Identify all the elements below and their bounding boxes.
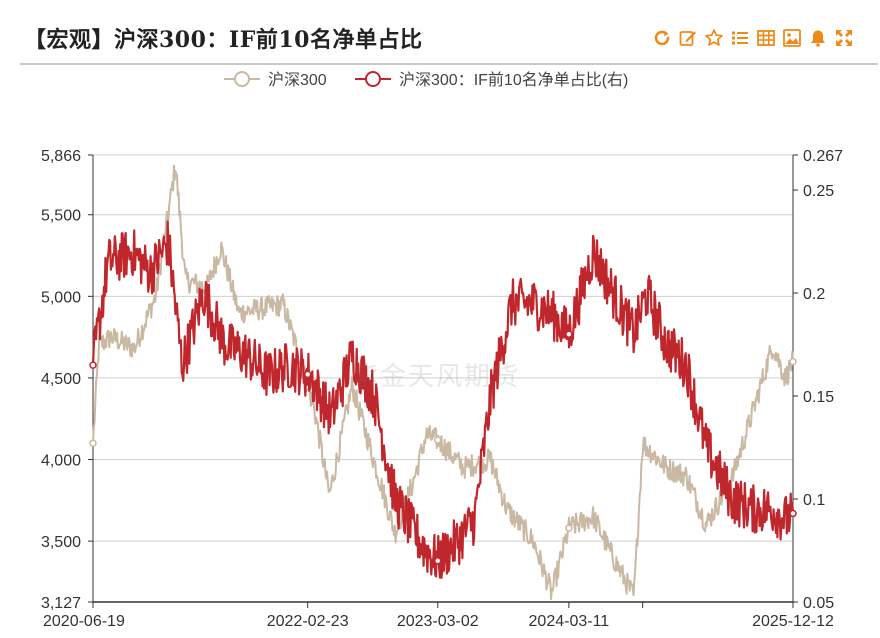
series-point-1 bbox=[434, 557, 442, 565]
y-right-tick-label: 0.1 bbox=[803, 492, 825, 509]
y-left-tick-label: 4,000 bbox=[41, 453, 81, 470]
x-tick-label: 2023-03-02 bbox=[397, 613, 479, 630]
list-icon[interactable] bbox=[730, 28, 750, 48]
x-tick-label: 2020-06-19 bbox=[43, 613, 125, 630]
series-point-1 bbox=[789, 509, 797, 518]
table-icon[interactable] bbox=[756, 28, 776, 48]
series-point-1 bbox=[89, 361, 97, 369]
legend-marker-0 bbox=[234, 71, 250, 87]
y-left-tick-label: 4,500 bbox=[41, 371, 81, 388]
page-title: 【宏观】沪深300：IF前10名净单占比 bbox=[24, 27, 423, 53]
series-point-1 bbox=[303, 370, 312, 379]
chart-header: 【宏观】沪深300：IF前10名净单占比 bbox=[0, 0, 880, 64]
y-right-tick-label: 0.2 bbox=[803, 286, 825, 303]
bell-icon[interactable] bbox=[808, 28, 828, 48]
refresh-icon[interactable] bbox=[652, 28, 672, 48]
y-right-tick-label: 0.267 bbox=[803, 148, 843, 165]
series-line-0 bbox=[92, 164, 794, 600]
image-icon[interactable] bbox=[782, 28, 802, 48]
legend-label: 沪深300：IF前10名净单占比(右) bbox=[399, 71, 628, 89]
series-point-0 bbox=[434, 436, 442, 444]
header-divider bbox=[20, 63, 878, 65]
y-right-tick-label: 0.15 bbox=[803, 389, 834, 406]
chart-toolbar bbox=[652, 28, 854, 48]
edit-icon[interactable] bbox=[678, 28, 698, 48]
y-left-tick-label: 5,000 bbox=[41, 289, 81, 306]
y-left-tick-label: 5,500 bbox=[41, 208, 81, 225]
series-point-1 bbox=[565, 330, 573, 338]
series-point-0 bbox=[789, 357, 797, 366]
y-left-tick-label: 3,500 bbox=[41, 534, 81, 551]
series-point-0 bbox=[565, 524, 573, 532]
y-right-tick-label: 0.25 bbox=[803, 183, 834, 200]
legend-label: 沪深300 bbox=[268, 71, 327, 89]
y-right-tick-label: 0.05 bbox=[803, 595, 834, 612]
star-icon[interactable] bbox=[704, 28, 724, 48]
y-left-tick-label: 5,866 bbox=[41, 148, 81, 165]
fullscreen-icon[interactable] bbox=[834, 28, 854, 48]
legend-marker-1 bbox=[365, 71, 381, 87]
series-point-0 bbox=[89, 439, 97, 447]
x-tick-label: 2025-12-12 bbox=[752, 613, 834, 630]
x-tick-label: 2024-03-11 bbox=[529, 613, 610, 630]
series-line-1 bbox=[91, 220, 795, 579]
y-left-tick-label: 3,127 bbox=[41, 595, 81, 612]
x-tick-label: 2022-02-23 bbox=[267, 613, 349, 630]
